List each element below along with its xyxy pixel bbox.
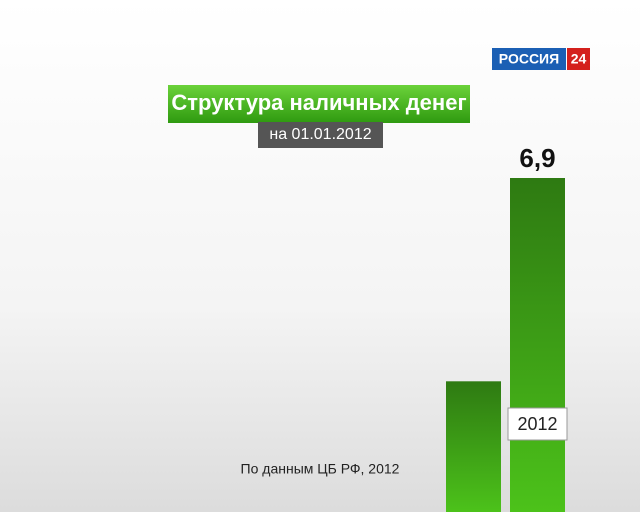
source-note: По данным ЦБ РФ, 2012 <box>241 461 400 477</box>
bar <box>446 381 501 512</box>
logo-box <box>567 48 590 70</box>
subtitle-box <box>258 122 383 148</box>
category-box <box>507 407 568 441</box>
chart-title: Структура наличных денег <box>171 90 466 115</box>
value-label: 6,9 <box>519 143 555 173</box>
chart-subtitle: на 01.01.2012 <box>269 126 371 143</box>
x-tick-label: 2012 <box>517 414 557 434</box>
logo-box <box>492 48 566 70</box>
bar <box>510 178 565 512</box>
logo-name: РОССИЯ <box>499 51 559 67</box>
title-box <box>168 85 470 123</box>
logo-number: 24 <box>571 51 587 67</box>
